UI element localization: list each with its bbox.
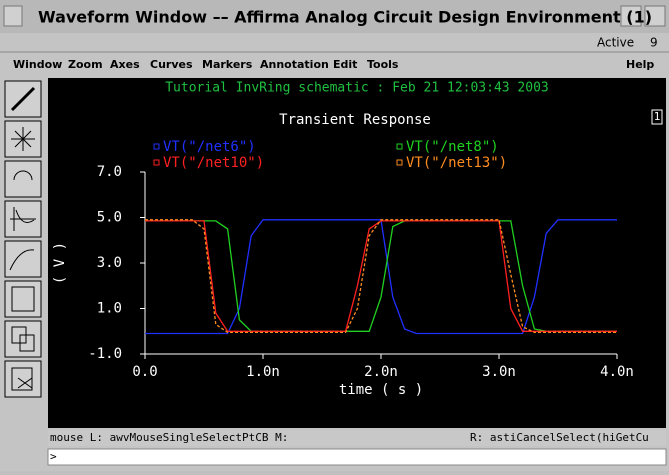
x-axis-label: time ( s ) <box>339 382 423 398</box>
y-tick-label: 1.0 <box>97 301 122 317</box>
status-bar <box>48 430 666 446</box>
window-menu-button[interactable] <box>3 5 23 27</box>
x-tick-label: 2.0n <box>364 364 398 380</box>
x-tick-label: 3.0n <box>482 364 516 380</box>
menu-item[interactable]: Zoom <box>68 58 103 71</box>
menu-item[interactable]: Annotation <box>260 58 329 71</box>
legend-entry: VT("/net13") <box>406 155 507 171</box>
status-active: Active <box>597 36 634 50</box>
subwindow-box <box>651 109 663 125</box>
plot-area <box>48 78 666 428</box>
y-tick-label: 3.0 <box>97 255 122 271</box>
menu-help[interactable]: Help <box>626 58 654 71</box>
minimize-button[interactable] <box>620 5 642 27</box>
tool-button[interactable] <box>4 360 42 398</box>
status-left: mouse L: awvMouseSingleSelectPtCB M: <box>50 431 288 444</box>
tool-button[interactable] <box>4 160 42 198</box>
legend-entry: VT("/net6") <box>163 139 256 155</box>
x-tick-label: 1.0n <box>246 364 280 380</box>
menu-item[interactable]: Tools <box>367 58 399 71</box>
legend-marker <box>396 143 403 150</box>
title-bar <box>0 0 669 33</box>
legend-marker <box>153 143 160 150</box>
y-tick-label: 5.0 <box>97 210 122 226</box>
menu-item[interactable]: Curves <box>150 58 193 71</box>
subwindow-number: 1 <box>654 110 661 123</box>
y-tick-label: 7.0 <box>97 164 122 180</box>
prompt: > <box>50 450 57 463</box>
command-line[interactable] <box>47 448 667 466</box>
legend-entry: VT("/net10") <box>163 155 264 171</box>
maximize-button[interactable] <box>644 5 666 27</box>
plot-header: Tutorial InvRing schematic : Feb 21 12:0… <box>165 81 549 96</box>
tool-button[interactable] <box>4 240 42 278</box>
x-tick-label: 0.0 <box>132 364 157 380</box>
tool-button[interactable] <box>4 320 42 358</box>
waveform <box>145 220 617 332</box>
menu-item[interactable]: Markers <box>202 58 253 71</box>
menu-item[interactable]: Edit <box>333 58 357 71</box>
legend-marker <box>153 159 160 166</box>
legend-entry: VT("/net8") <box>406 139 499 155</box>
waveform <box>145 219 617 334</box>
y-tick-label: -1.0 <box>88 346 122 362</box>
x-tick-label: 4.0n <box>600 364 634 380</box>
y-axis-label: ( V ) <box>52 242 68 284</box>
window-title: Waveform Window –– Affirma Analog Circui… <box>38 8 652 27</box>
chart-title: Transient Response <box>279 112 431 128</box>
toolbar <box>4 80 42 398</box>
menu-item[interactable]: Window <box>13 58 62 71</box>
tool-button[interactable] <box>4 280 42 318</box>
legend-marker <box>396 159 403 166</box>
menu-item[interactable]: Axes <box>110 58 140 71</box>
status-right: R: astiCancelSelect(hiGetCu <box>470 431 649 444</box>
status-count: 9 <box>650 36 658 50</box>
waveform <box>145 220 617 332</box>
